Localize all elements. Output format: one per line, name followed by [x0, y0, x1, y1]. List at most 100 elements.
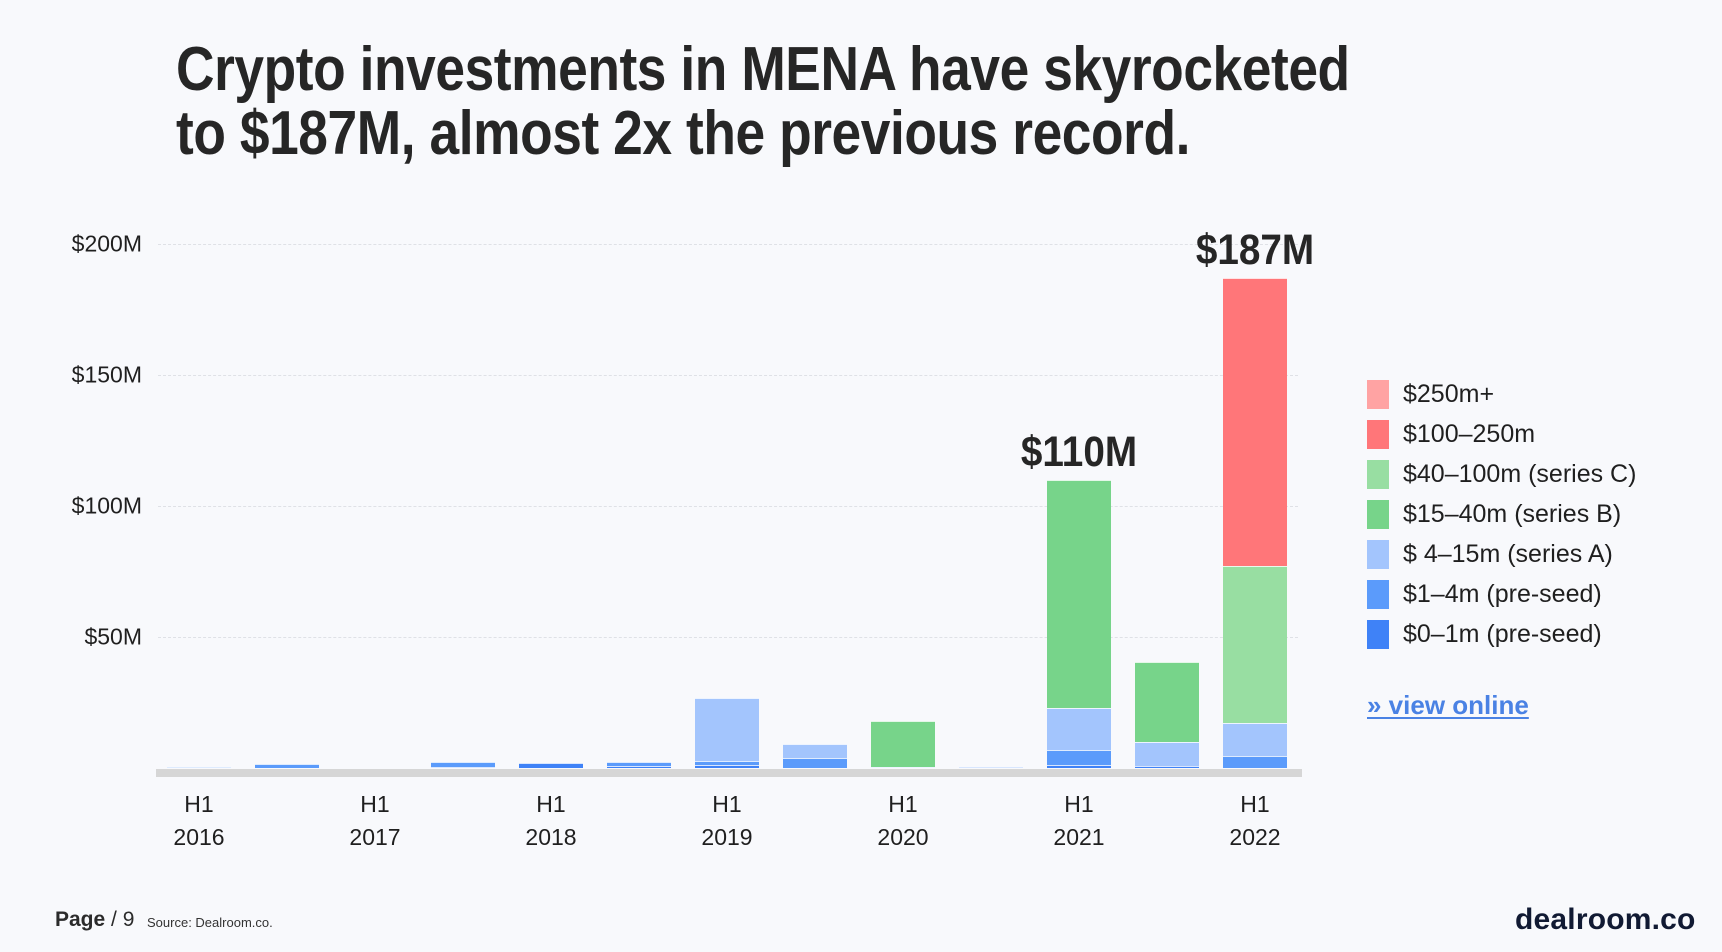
bar-segment-s1_4[interactable]	[1223, 755, 1287, 768]
bar-segment-s15_40[interactable]	[1135, 661, 1199, 743]
bar-segment-s1_4[interactable]	[167, 766, 231, 768]
bar-segment-s15_40[interactable]	[871, 720, 935, 767]
bar-segment-s1_4[interactable]	[783, 758, 847, 768]
bar-h2-2018[interactable]	[607, 761, 671, 768]
bar-total-label: $110M	[1020, 427, 1138, 476]
chart-legend: $250m+ $100–250m $40–100m (series C) $15–40…	[1367, 374, 1636, 654]
bar-segment-s1_4[interactable]	[431, 761, 495, 767]
bar-segment-s1_4[interactable]	[607, 761, 671, 766]
bar-segment-s4_15[interactable]	[1223, 722, 1287, 756]
bar-segment-s0_1[interactable]	[1047, 765, 1111, 768]
bar-segment-s40_100[interactable]	[1223, 566, 1287, 723]
legend-swatch	[1367, 419, 1389, 449]
x-axis-label: H1 2020	[853, 788, 953, 854]
bar-segment-s4_15[interactable]	[871, 766, 935, 768]
bar-h2-2020[interactable]	[959, 766, 1023, 768]
x-tick-half: H1	[360, 791, 390, 817]
bar-segment-s0_1[interactable]	[1135, 765, 1199, 768]
x-tick-year: 2021	[1053, 824, 1105, 850]
x-tick-year: 2022	[1229, 824, 1281, 850]
x-axis-label: H1 2017	[325, 788, 425, 854]
y-axis-label: $100M	[71, 492, 142, 519]
bar-segment-s15_40[interactable]	[1047, 479, 1111, 708]
x-tick-year: 2019	[701, 824, 753, 850]
bar-segment-s1_4[interactable]	[1047, 749, 1111, 766]
bar-segment-s4_15[interactable]	[783, 744, 847, 759]
x-axis-label: H1 2022	[1205, 788, 1305, 854]
legend-item-s250plus[interactable]: $250m+	[1367, 374, 1636, 414]
x-axis-label: H1 2019	[677, 788, 777, 854]
x-tick-year: 2020	[877, 824, 929, 850]
bar-segment-s4_15[interactable]	[695, 698, 759, 761]
page-number: / 9	[111, 908, 135, 931]
page-label: Page	[55, 908, 106, 931]
gridline	[158, 375, 1298, 376]
gridline	[158, 506, 1298, 507]
x-tick-half: H1	[712, 791, 742, 817]
source-note: Source: Dealroom.co.	[147, 915, 273, 930]
bar-segment-s1_4[interactable]	[255, 764, 319, 768]
legend-swatch	[1367, 619, 1389, 649]
legend-item-s15_40[interactable]: $15–40m (series B)	[1367, 494, 1636, 534]
bar-h1-2020[interactable]	[871, 720, 935, 768]
bar-segment-s0_1[interactable]	[519, 762, 583, 768]
legend-swatch	[1367, 379, 1389, 409]
dealroom-logo: dealroom.co	[1515, 903, 1696, 936]
x-axis-label: H1 2018	[501, 788, 601, 854]
x-tick-year: 2018	[525, 824, 577, 850]
x-tick-half: H1	[1240, 791, 1270, 817]
x-tick-half: H1	[184, 791, 214, 817]
bar-total-label: $187M	[1195, 226, 1315, 275]
bar-h1-2016[interactable]	[167, 766, 231, 768]
x-tick-year: 2016	[173, 824, 225, 850]
bar-segment-s0_1[interactable]	[695, 765, 759, 768]
y-axis-label: $50M	[84, 623, 142, 650]
gridline	[158, 244, 1298, 245]
legend-label: $1–4m (pre-seed)	[1403, 579, 1602, 608]
bar-h2-2016[interactable]	[255, 764, 319, 768]
legend-label: $ 4–15m (series A)	[1403, 539, 1613, 568]
bar-segment-s0_1[interactable]	[959, 766, 1023, 768]
legend-item-s4_15[interactable]: $ 4–15m (series A)	[1367, 534, 1636, 574]
legend-label: $100–250m	[1403, 419, 1536, 448]
x-tick-half: H1	[1064, 791, 1094, 817]
x-tick-year: 2017	[349, 824, 401, 850]
slide-title: Crypto investments in MENA have skyrocke…	[176, 38, 1483, 166]
legend-item-s0_1[interactable]: $0–1m (pre-seed)	[1367, 614, 1636, 654]
legend-swatch	[1367, 459, 1389, 489]
bar-h1-2021[interactable]	[1047, 479, 1111, 768]
x-axis-label: H1 2016	[149, 788, 249, 854]
bar-h2-2021[interactable]	[1135, 661, 1199, 768]
bar-h2-2019[interactable]	[783, 744, 847, 768]
y-axis-label: $200M	[71, 230, 142, 257]
legend-label: $15–40m (series B)	[1403, 499, 1622, 528]
legend-label: $40–100m (series C)	[1403, 459, 1637, 488]
x-axis-label: H1 2021	[1029, 788, 1129, 854]
x-tick-half: H1	[888, 791, 918, 817]
legend-swatch	[1367, 579, 1389, 609]
legend-label: $250m+	[1403, 379, 1495, 408]
bar-segment-s1_4[interactable]	[695, 760, 759, 766]
bar-h1-2018[interactable]	[519, 762, 583, 768]
legend-item-s1_4[interactable]: $1–4m (pre-seed)	[1367, 574, 1636, 614]
gridline	[158, 637, 1298, 638]
bar-segment-s4_15[interactable]	[1135, 742, 1199, 766]
bar-h2-2017[interactable]	[431, 761, 495, 768]
legend-item-s40_100[interactable]: $40–100m (series C)	[1367, 454, 1636, 494]
view-online-link[interactable]: » view online	[1367, 690, 1529, 720]
legend-item-s100_250[interactable]: $100–250m	[1367, 414, 1636, 454]
bar-segment-s100_250[interactable]	[1223, 278, 1287, 567]
x-tick-half: H1	[536, 791, 566, 817]
y-axis-label: $150M	[71, 361, 142, 388]
bar-h1-2019[interactable]	[695, 698, 759, 768]
bar-segment-s0_1[interactable]	[431, 766, 495, 768]
bar-h1-2022[interactable]	[1223, 278, 1287, 768]
bar-segment-s0_1[interactable]	[607, 765, 671, 768]
x-axis-line	[156, 769, 1302, 777]
title-line-1: Crypto investments in MENA have skyrocke…	[176, 35, 1350, 104]
legend-swatch	[1367, 539, 1389, 569]
bar-segment-s4_15[interactable]	[1047, 707, 1111, 750]
page-indicator: Page / 9	[55, 908, 134, 932]
legend-swatch	[1367, 499, 1389, 529]
legend-label: $0–1m (pre-seed)	[1403, 619, 1602, 648]
